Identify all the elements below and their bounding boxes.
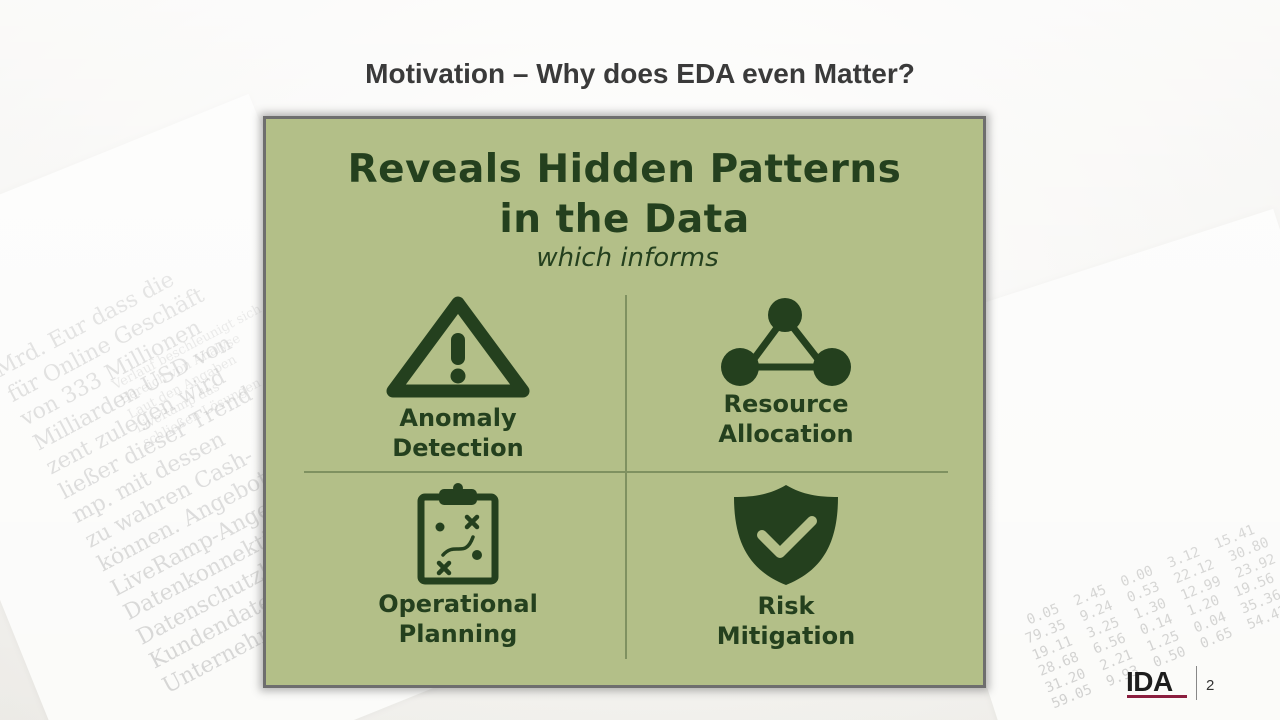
warning-triangle-icon <box>386 296 530 398</box>
item-label-line2: Mitigation <box>716 622 856 650</box>
item-operational-planning: Operational Planning <box>298 483 618 649</box>
logo-underline <box>1127 695 1187 698</box>
ida-logo: IDA <box>1126 666 1173 697</box>
item-label-risk-mitigation: Risk Mitigation <box>626 591 946 651</box>
clipboard-strategy-icon <box>417 483 499 585</box>
item-label-resource-allocation: Resource Allocation <box>626 389 946 449</box>
page-number: 2 <box>1206 677 1215 694</box>
vertical-divider <box>625 295 627 659</box>
panel-subheading: which informs <box>536 243 719 273</box>
eda-patterns-panel: Reveals Hidden Patterns in the Data whic… <box>263 116 986 688</box>
item-label-anomaly-detection: Anomaly Detection <box>298 403 618 463</box>
horizontal-divider <box>304 471 948 473</box>
item-label-line1: Operational <box>378 590 538 618</box>
item-anomaly-detection: Anomaly Detection <box>298 293 618 463</box>
shield-check-icon <box>734 485 838 585</box>
panel-heading: Reveals Hidden Patterns in the Data <box>266 145 983 245</box>
network-nodes-icon <box>721 298 851 386</box>
item-label-line1: Resource <box>723 390 849 418</box>
panel-heading-line2: in the Data <box>499 197 750 242</box>
item-risk-mitigation: Risk Mitigation <box>626 483 946 651</box>
item-resource-allocation: Resource Allocation <box>626 295 946 449</box>
slide-title: Motivation – Why does EDA even Matter? <box>365 58 915 89</box>
item-label-line2: Planning <box>398 620 518 648</box>
item-label-operational-planning: Operational Planning <box>298 589 618 649</box>
item-label-line2: Detection <box>392 434 524 462</box>
footer-divider <box>1196 666 1197 700</box>
item-label-line2: Allocation <box>718 420 854 448</box>
panel-heading-line1: Reveals Hidden Patterns <box>347 147 902 192</box>
item-label-line1: Anomaly <box>399 404 517 432</box>
item-label-line1: Risk <box>757 592 815 620</box>
